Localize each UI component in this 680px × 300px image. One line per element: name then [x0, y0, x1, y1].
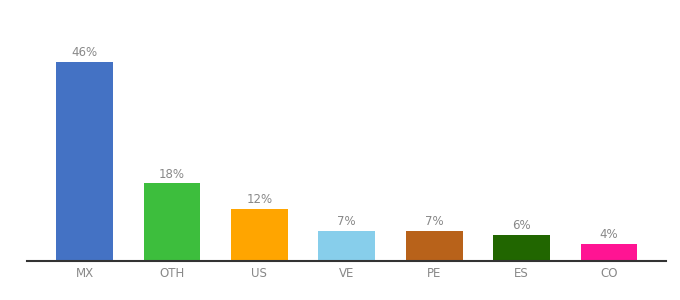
Text: 7%: 7%	[425, 215, 443, 228]
Text: 46%: 46%	[71, 46, 98, 59]
Bar	[406, 231, 462, 261]
Bar	[56, 62, 113, 261]
Bar	[318, 231, 375, 261]
Text: 18%: 18%	[159, 167, 185, 181]
Text: 6%: 6%	[512, 219, 531, 232]
Bar	[493, 235, 550, 261]
Text: 12%: 12%	[246, 194, 273, 206]
Text: 4%: 4%	[600, 228, 618, 241]
Bar	[231, 209, 288, 261]
Bar	[143, 183, 201, 261]
Text: 7%: 7%	[337, 215, 356, 228]
Bar	[581, 244, 637, 261]
